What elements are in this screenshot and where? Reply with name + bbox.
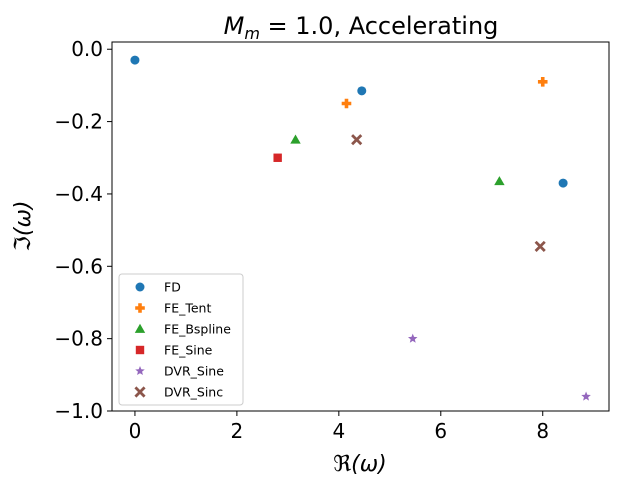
legend-label-dvr-sine: DVR_Sine [164, 364, 224, 379]
title-equation: = 1.0, [260, 12, 349, 40]
legend-marker-fe-bspline [134, 323, 146, 333]
y-tick-label: −0.8 [54, 327, 103, 351]
point-dvr-sine [407, 333, 418, 343]
y-tick-label: −0.4 [54, 182, 103, 206]
x-tick-label: 6 [434, 419, 447, 443]
x-tick-label: 8 [536, 419, 549, 443]
legend-frame [118, 273, 244, 406]
legend-label-fe-sine: FE_Sine [164, 343, 213, 358]
legend: FD FE_Tent FE_Bspline FE_Sine DVR_Sine DVR_Si… [118, 273, 244, 406]
point-dvr-sinc [534, 240, 546, 252]
x-axis-label: ℜ(ω) [333, 452, 387, 477]
point-fe-sine [273, 153, 282, 162]
legend-label-dvr-sinc: DVR_Sinc [164, 385, 223, 400]
point-fd [357, 86, 367, 96]
legend-label-fd: FD [164, 280, 181, 295]
legend-marker-fd [135, 282, 145, 292]
point-fe-tent [537, 76, 548, 87]
point-fe-tent [341, 98, 352, 109]
y-axis: 0.0 −0.2 −0.4 −0.6 −0.8 −1.0 [54, 37, 112, 423]
point-fe-bspline [290, 134, 301, 144]
data-points [130, 55, 591, 401]
title-text: Accelerating [349, 12, 499, 40]
x-tick-label: 2 [231, 419, 244, 443]
legend-marker-dvr-sinc [134, 386, 146, 398]
title-math-subscript: m [244, 24, 260, 43]
chart-title: Mm = 1.0, Accelerating [224, 12, 499, 43]
point-fd [558, 178, 568, 188]
legend-items: FD FE_Tent FE_Bspline FE_Sine DVR_Sine DVR_Si… [134, 280, 231, 400]
point-dvr-sine [581, 391, 591, 401]
y-tick-label: −1.0 [54, 399, 103, 423]
y-tick-label: −0.6 [54, 254, 103, 278]
point-fd [130, 55, 140, 65]
x-axis: 0 2 4 6 8 [129, 411, 549, 443]
y-tick-label: 0.0 [71, 37, 103, 61]
legend-marker-fe-tent [135, 303, 145, 313]
title-math-symbol: M [224, 12, 245, 40]
legend-label-fe-tent: FE_Tent [164, 301, 211, 316]
legend-marker-dvr-sine [135, 366, 145, 376]
x-tick-label: 4 [332, 419, 345, 443]
point-fe-bspline [494, 176, 505, 186]
x-tick-label: 0 [129, 419, 142, 443]
legend-label-fe-bspline: FE_Bspline [164, 322, 231, 337]
point-dvr-sinc [351, 134, 363, 146]
legend-marker-fe-sine [135, 345, 145, 355]
y-axis-label: ℑ(ω) [11, 201, 36, 252]
y-tick-label: −0.2 [54, 110, 103, 134]
